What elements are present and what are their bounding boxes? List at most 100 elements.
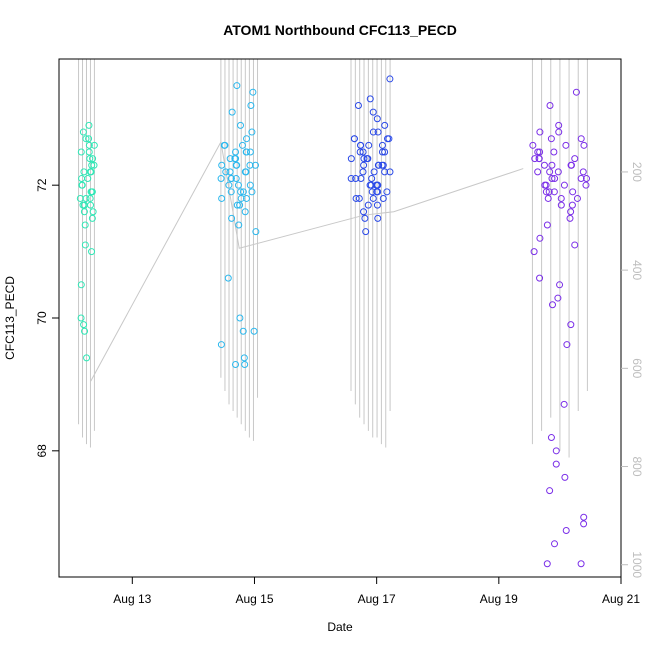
data-point <box>81 241 89 249</box>
data-point <box>220 141 228 149</box>
data-point <box>87 168 95 176</box>
data-point <box>82 194 90 202</box>
data-point <box>88 188 96 196</box>
data-point <box>226 155 234 163</box>
right-tick-label: 600 <box>630 358 644 378</box>
data-point <box>555 121 563 129</box>
data-point <box>571 155 579 163</box>
y-axis-label: CFC113_PECD <box>3 276 17 360</box>
data-point <box>552 460 560 468</box>
data-point <box>233 201 241 209</box>
data-point <box>573 194 581 202</box>
data-point <box>383 188 391 196</box>
data-point <box>364 201 372 209</box>
data-point <box>233 161 241 169</box>
data-point <box>236 201 244 209</box>
data-point <box>224 274 232 282</box>
data-point <box>246 148 254 156</box>
data-point <box>89 208 97 216</box>
data-point <box>544 194 552 202</box>
data-point <box>543 560 551 568</box>
data-point <box>79 128 87 136</box>
data-point <box>546 101 554 109</box>
data-point <box>560 400 568 408</box>
data-point <box>361 214 369 222</box>
data-point <box>543 221 551 229</box>
data-point <box>567 321 575 329</box>
data-point <box>239 327 247 335</box>
data-point <box>82 135 90 143</box>
data-point <box>237 194 245 202</box>
data-point <box>386 168 394 176</box>
data-point <box>373 115 381 123</box>
data-point <box>540 161 548 169</box>
y-axis: 68 70 72 <box>35 178 59 458</box>
data-point <box>86 155 94 163</box>
data-point <box>373 201 381 209</box>
data-point <box>545 188 553 196</box>
data-point <box>81 327 89 335</box>
data-point <box>81 221 89 229</box>
data-point <box>80 321 88 329</box>
data-point <box>248 128 256 136</box>
data-point <box>225 181 233 189</box>
data-point <box>551 175 559 183</box>
data-point <box>374 128 382 136</box>
data-point <box>569 188 577 196</box>
data-point <box>357 141 365 149</box>
x-tick-label: Aug 13 <box>113 592 151 606</box>
data-point <box>237 121 245 129</box>
trend-line <box>90 140 524 382</box>
data-point <box>243 148 251 156</box>
data-point <box>381 121 389 129</box>
data-point <box>238 141 246 149</box>
data-point <box>249 88 257 96</box>
data-point <box>374 161 382 169</box>
data-point <box>547 434 555 442</box>
data-point <box>546 168 554 176</box>
data-point <box>547 135 555 143</box>
data-point <box>556 281 564 289</box>
data-point <box>385 135 393 143</box>
data-point <box>360 208 368 216</box>
data-point <box>566 214 574 222</box>
data-point <box>80 208 88 216</box>
data-point <box>378 148 386 156</box>
data-point <box>577 135 585 143</box>
data-point <box>579 168 587 176</box>
data-point <box>369 194 377 202</box>
data-point <box>580 513 588 521</box>
data-point <box>247 101 255 109</box>
data-point <box>88 161 96 169</box>
data-point <box>359 168 367 176</box>
data-point <box>567 161 575 169</box>
data-point <box>222 168 230 176</box>
data-point <box>534 168 542 176</box>
data-point <box>369 108 377 116</box>
data-point <box>535 155 543 163</box>
data-point <box>246 161 254 169</box>
data-point <box>366 95 374 103</box>
data-point <box>381 148 389 156</box>
data-point <box>84 175 92 183</box>
data-point <box>369 128 377 136</box>
data-point <box>378 141 386 149</box>
data-point <box>534 148 542 156</box>
data-point <box>352 194 360 202</box>
data-point <box>235 221 243 229</box>
data-point <box>364 155 372 163</box>
data-point <box>386 75 394 83</box>
data-point <box>365 141 373 149</box>
data-point <box>531 155 539 163</box>
data-point <box>379 194 387 202</box>
data-point <box>536 128 544 136</box>
data-point <box>355 194 363 202</box>
data-point <box>367 181 375 189</box>
data-point <box>552 447 560 455</box>
data-point <box>242 168 250 176</box>
data-point <box>241 208 249 216</box>
x-tick-label: Aug 21 <box>602 592 640 606</box>
data-point <box>582 175 590 183</box>
